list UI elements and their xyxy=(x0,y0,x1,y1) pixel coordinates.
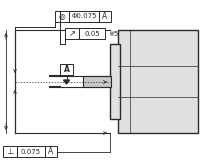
Text: A: A xyxy=(64,65,69,74)
Text: A: A xyxy=(102,12,108,21)
Text: 0.075: 0.075 xyxy=(21,148,41,155)
Bar xyxy=(69,11,99,22)
Bar xyxy=(65,28,79,39)
Bar xyxy=(118,30,198,133)
Bar xyxy=(60,64,73,75)
Bar xyxy=(45,146,57,157)
Text: Φ0.075: Φ0.075 xyxy=(71,14,97,20)
Text: A: A xyxy=(48,147,54,156)
Bar xyxy=(83,76,111,87)
Text: ⊥: ⊥ xyxy=(6,147,14,156)
Bar xyxy=(110,44,120,119)
Bar xyxy=(3,146,17,157)
Text: ※5: ※5 xyxy=(108,30,118,37)
Bar xyxy=(99,11,111,22)
Bar xyxy=(17,146,45,157)
Bar xyxy=(79,28,105,39)
Text: ◎: ◎ xyxy=(59,12,65,21)
Bar xyxy=(55,11,69,22)
Text: 0.05: 0.05 xyxy=(84,30,100,37)
Polygon shape xyxy=(64,80,70,84)
Text: ↗: ↗ xyxy=(68,29,76,38)
